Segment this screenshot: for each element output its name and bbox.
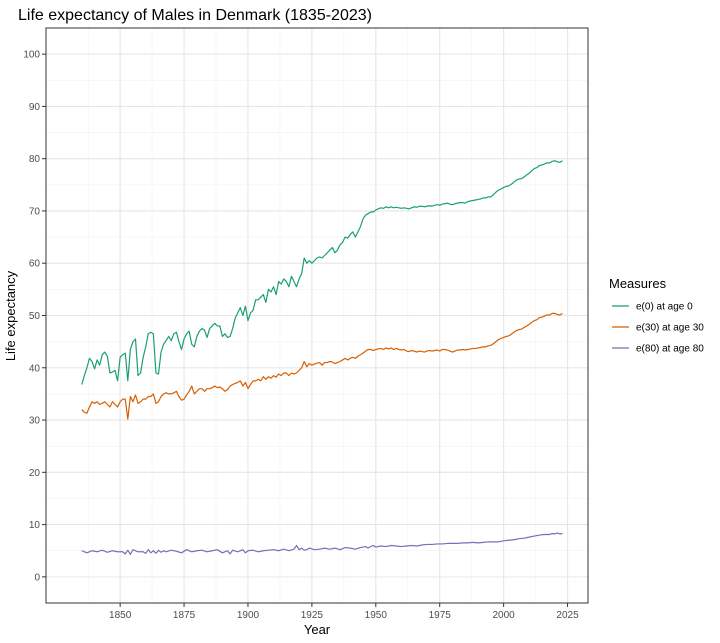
- y-tick-label: 90: [29, 102, 41, 113]
- y-tick-label: 70: [29, 206, 41, 217]
- y-tick-label: 0: [34, 572, 40, 583]
- series-layer: [81, 160, 563, 555]
- legend-items: e(0) at age 0 e(30) at age 30 e(80) at age…: [612, 302, 704, 355]
- x-tick-label: 1950: [365, 610, 388, 621]
- series-line-3: [81, 532, 563, 555]
- x-tick-label: 2000: [493, 610, 516, 621]
- x-tick-label: 1900: [237, 610, 260, 621]
- y-tick-label: 100: [23, 50, 40, 61]
- y-tick-label: 40: [29, 363, 41, 374]
- y-tick-label: 50: [29, 311, 41, 322]
- x-axis-title: Year: [304, 622, 331, 637]
- legend-label-3: e(80) at age 80: [636, 344, 704, 355]
- y-axis: 0 10 20 30 40 50 60 70 80 90 100: [23, 50, 46, 583]
- x-axis: 1850 1875 1900 1925 1950 1975 2000 2025: [109, 603, 579, 621]
- x-tick-label: 1850: [109, 610, 132, 621]
- legend-label-2: e(30) at age 30: [636, 323, 704, 334]
- legend: Measures e(0) at age 0 e(30) at age 30 e(8…: [609, 276, 704, 355]
- legend-label-1: e(0) at age 0: [636, 302, 693, 313]
- series-line-1: [81, 160, 563, 385]
- chart-title: Life expectancy of Males in Denmark (183…: [18, 7, 372, 24]
- x-tick-label: 1875: [173, 610, 196, 621]
- y-tick-label: 20: [29, 468, 41, 479]
- y-tick-label: 60: [29, 259, 41, 270]
- x-tick-label: 1975: [429, 610, 452, 621]
- x-tick-label: 1925: [301, 610, 324, 621]
- legend-title: Measures: [609, 276, 667, 291]
- series-line-2: [81, 312, 563, 420]
- y-tick-label: 30: [29, 416, 41, 427]
- y-tick-label: 80: [29, 154, 41, 165]
- y-tick-label: 10: [29, 520, 41, 531]
- y-axis-title: Life expectancy: [3, 270, 18, 361]
- x-tick-label: 2025: [556, 610, 579, 621]
- grid-major: [46, 28, 588, 603]
